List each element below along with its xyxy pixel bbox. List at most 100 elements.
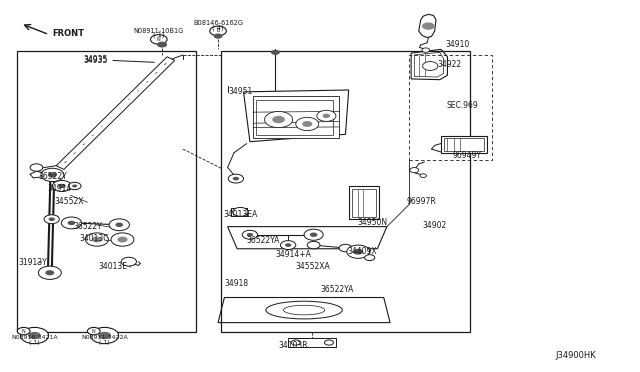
Text: 34902: 34902 xyxy=(422,221,446,230)
Text: 34013EA: 34013EA xyxy=(223,210,257,219)
Circle shape xyxy=(243,230,257,239)
Text: ( 1): ( 1) xyxy=(99,340,110,345)
Circle shape xyxy=(280,241,296,250)
Text: 34013E: 34013E xyxy=(99,262,127,271)
Circle shape xyxy=(214,33,223,39)
Circle shape xyxy=(310,232,317,237)
Text: FRONT: FRONT xyxy=(52,29,84,38)
Circle shape xyxy=(422,48,429,52)
Circle shape xyxy=(61,217,82,229)
Circle shape xyxy=(157,42,167,48)
Text: 34935: 34935 xyxy=(83,55,108,64)
Circle shape xyxy=(38,266,61,279)
Circle shape xyxy=(86,233,108,246)
Text: 34103R: 34103R xyxy=(278,341,308,350)
Circle shape xyxy=(17,327,30,335)
Circle shape xyxy=(420,174,426,177)
Bar xyxy=(352,189,376,217)
Circle shape xyxy=(111,233,134,246)
Circle shape xyxy=(353,249,364,255)
Circle shape xyxy=(45,270,54,275)
Text: 34409X: 34409X xyxy=(348,247,377,256)
Text: 34914: 34914 xyxy=(48,184,72,193)
Bar xyxy=(256,100,333,135)
Text: N08911-3422A: N08911-3422A xyxy=(81,335,128,340)
Text: 34951: 34951 xyxy=(229,87,253,96)
Circle shape xyxy=(20,327,49,344)
Circle shape xyxy=(109,219,129,231)
Circle shape xyxy=(228,174,244,183)
Circle shape xyxy=(72,185,77,187)
Circle shape xyxy=(48,172,57,177)
Text: B: B xyxy=(216,28,220,33)
Circle shape xyxy=(272,116,285,123)
Polygon shape xyxy=(56,57,175,169)
Bar xyxy=(444,138,484,151)
Circle shape xyxy=(285,243,291,247)
Circle shape xyxy=(365,255,375,260)
Text: ( 1): ( 1) xyxy=(153,32,164,38)
Text: N08911-10B1G: N08911-10B1G xyxy=(134,28,184,34)
Text: ( 1): ( 1) xyxy=(29,340,40,345)
Circle shape xyxy=(99,332,111,339)
Polygon shape xyxy=(228,227,387,249)
Text: N: N xyxy=(92,328,95,334)
Text: 34910: 34910 xyxy=(445,41,470,49)
Circle shape xyxy=(88,327,100,335)
Circle shape xyxy=(30,164,43,171)
Circle shape xyxy=(291,340,300,345)
Circle shape xyxy=(410,167,419,173)
Text: ( 4): ( 4) xyxy=(212,25,224,31)
Circle shape xyxy=(317,110,336,121)
Circle shape xyxy=(233,177,239,180)
Circle shape xyxy=(49,217,55,221)
Ellipse shape xyxy=(284,305,324,315)
Ellipse shape xyxy=(266,301,342,319)
Text: 31913Y: 31913Y xyxy=(18,258,47,267)
Text: 96997R: 96997R xyxy=(406,198,436,206)
Bar xyxy=(349,186,380,219)
Circle shape xyxy=(92,237,102,243)
Circle shape xyxy=(210,26,227,36)
Circle shape xyxy=(347,245,370,259)
Circle shape xyxy=(339,244,352,252)
Circle shape xyxy=(41,168,64,182)
Circle shape xyxy=(296,117,319,131)
Text: 36522YA: 36522YA xyxy=(320,285,353,294)
Circle shape xyxy=(44,215,60,224)
Text: N08916-3421A: N08916-3421A xyxy=(12,335,58,340)
Bar xyxy=(288,339,336,347)
Text: N: N xyxy=(157,37,161,42)
Text: 36522YA: 36522YA xyxy=(246,236,280,245)
Text: 34918: 34918 xyxy=(225,279,248,288)
Text: J34900HK: J34900HK xyxy=(556,350,596,360)
Text: 34935: 34935 xyxy=(83,56,108,65)
Text: 96949Y: 96949Y xyxy=(452,151,481,160)
Circle shape xyxy=(302,121,312,127)
Circle shape xyxy=(324,340,333,345)
Text: 34922: 34922 xyxy=(438,60,462,69)
Text: 34552X: 34552X xyxy=(54,197,84,206)
Circle shape xyxy=(422,22,435,30)
Circle shape xyxy=(271,50,280,55)
Circle shape xyxy=(121,257,136,266)
Circle shape xyxy=(115,222,123,227)
Polygon shape xyxy=(244,90,349,142)
Text: 36522Y: 36522Y xyxy=(74,222,102,231)
Circle shape xyxy=(58,184,66,188)
Circle shape xyxy=(52,180,72,192)
Text: N: N xyxy=(22,328,26,334)
Text: 34552XA: 34552XA xyxy=(296,262,330,271)
Circle shape xyxy=(28,332,41,339)
Text: B08146-6162G: B08146-6162G xyxy=(193,20,243,26)
Polygon shape xyxy=(419,14,436,38)
Circle shape xyxy=(117,237,127,243)
Text: 34950N: 34950N xyxy=(357,218,387,227)
Circle shape xyxy=(422,62,438,70)
Polygon shape xyxy=(411,49,447,80)
Text: 34914+A: 34914+A xyxy=(275,250,311,259)
Circle shape xyxy=(68,221,76,225)
Text: 34013C: 34013C xyxy=(80,234,109,243)
Text: 36522Y: 36522Y xyxy=(38,171,67,180)
Bar xyxy=(17,51,196,332)
